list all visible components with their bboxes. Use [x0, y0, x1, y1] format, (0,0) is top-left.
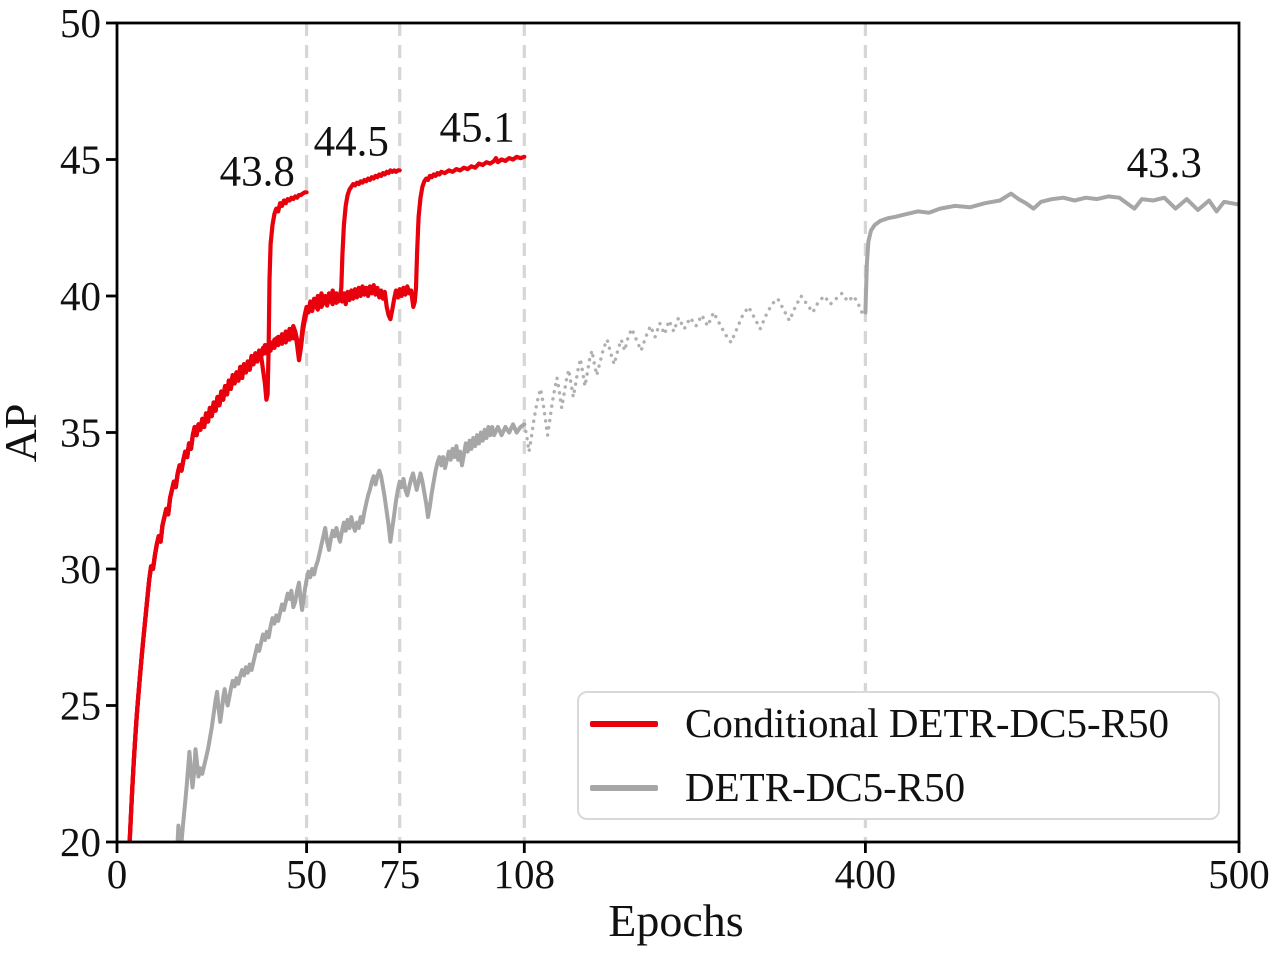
- series-line-conditional-detr-dc5-r50-108-epoch-schedule-: [127, 154, 527, 842]
- x-axis-label: Epochs: [608, 895, 743, 946]
- legend-label: DETR-DC5-R50: [685, 763, 966, 810]
- x-tick-label-75: 75: [379, 851, 420, 897]
- legend-line-sample-gray-icon: [590, 784, 658, 791]
- x-tick-label-0: 0: [107, 851, 128, 897]
- y-tick-label-40: 40: [60, 273, 101, 319]
- y-axis-label: AP: [0, 404, 46, 463]
- legend-label: Conditional DETR-DC5-R50: [685, 699, 1170, 746]
- legend-line-sample-red-icon: [590, 720, 658, 727]
- y-tick-label-20: 20: [60, 819, 101, 865]
- annotation-43.3: 43.3: [1127, 140, 1202, 187]
- legend-entry-conditional-detr: Conditional DETR-DC5-R50: [590, 700, 1218, 748]
- y-tick-label-25: 25: [60, 683, 101, 729]
- legend-entry-detr: DETR-DC5-R50: [590, 764, 1218, 812]
- annotation-44.5: 44.5: [314, 118, 389, 165]
- series-layer: [127, 154, 1239, 842]
- annotation-43.8: 43.8: [220, 148, 295, 195]
- series-line-conditional-detr-dc5-r50-50-epoch-schedule-: [127, 190, 309, 842]
- y-tick-label-50: 50: [60, 0, 101, 46]
- series-line-detr-dc5-r50-epochs-400-500-: [863, 191, 1239, 315]
- legend: Conditional DETR-DC5-R50 DETR-DC5-R50: [577, 691, 1220, 820]
- x-tick-label-50: 50: [286, 851, 327, 897]
- series-line-detr-dc5-r50-epochs-0-108-: [175, 422, 527, 842]
- y-tick-label-45: 45: [60, 137, 101, 183]
- annotation-layer: 43.8 44.5 45.1 43.3: [220, 105, 1202, 196]
- x-tick-label-108: 108: [494, 851, 556, 897]
- axis-layer: 0 50 75 108 400 500 20 25 30 35 40 45 50: [60, 0, 1270, 897]
- x-tick-label-400: 400: [835, 851, 897, 897]
- annotation-45.1: 45.1: [439, 105, 514, 152]
- series-line-detr-dc5-r50-epochs-108-400-dotted-: [522, 291, 868, 454]
- y-tick-label-35: 35: [60, 410, 101, 456]
- y-tick-label-30: 30: [60, 546, 101, 592]
- x-tick-label-500: 500: [1208, 851, 1270, 897]
